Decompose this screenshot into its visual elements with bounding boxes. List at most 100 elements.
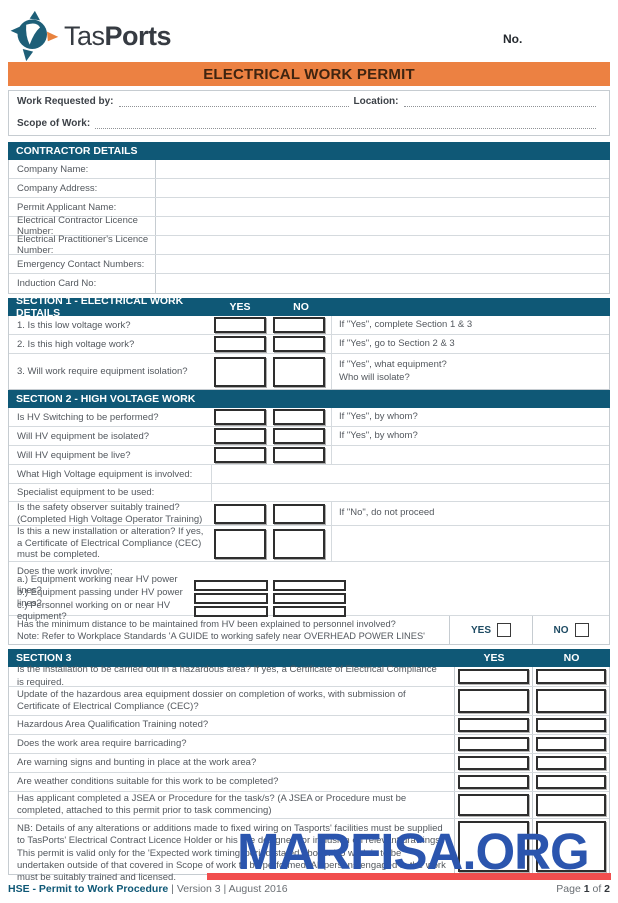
yes-checkbox[interactable] xyxy=(458,756,529,770)
question-row: Will HV equipment be isolated? If "Yes",… xyxy=(9,427,609,446)
no-checkbox[interactable] xyxy=(273,605,346,617)
no-checkbox[interactable] xyxy=(273,503,325,524)
sub-question-row: a.) Equipment working near HV power line… xyxy=(9,574,609,596)
scope-of-work-label: Scope of Work: xyxy=(17,118,91,129)
no-cell xyxy=(532,819,609,874)
company-name-field[interactable] xyxy=(156,160,609,178)
yes-checkbox[interactable] xyxy=(458,794,529,816)
question-row: Is the safety observer suitably trained?… xyxy=(9,502,609,526)
yes-checkbox[interactable] xyxy=(458,669,529,684)
no-checkbox[interactable] xyxy=(536,756,606,770)
company-address-field[interactable] xyxy=(156,179,609,197)
yes-checkbox[interactable] xyxy=(497,623,511,637)
contractor-details-table: Company Name: Company Address: Permit Ap… xyxy=(8,160,610,294)
of-word: of xyxy=(589,883,605,895)
practitioner-licence-number-field[interactable] xyxy=(156,236,609,254)
contractor-licence-number-field[interactable] xyxy=(156,217,609,235)
question-label: What High Voltage equipment is involved: xyxy=(17,468,193,480)
no-label: NO xyxy=(553,624,569,636)
yes-cell xyxy=(454,773,532,791)
no-checkbox[interactable] xyxy=(273,428,325,444)
question-note-line: Note: Refer to Workplace Standards 'A GU… xyxy=(17,631,425,641)
question-row: 1. Is this low voltage work? If "Yes", c… xyxy=(9,316,609,335)
field-label: Company Name: xyxy=(9,160,156,178)
no-checkbox[interactable] xyxy=(273,317,325,333)
question-row: Is this a new installation or alteration… xyxy=(9,526,609,562)
yes-checkbox[interactable] xyxy=(214,528,266,559)
question-label: 3. Will work require equipment isolation… xyxy=(17,366,188,377)
yes-checkbox[interactable] xyxy=(458,737,529,751)
no-checkbox[interactable] xyxy=(273,579,346,591)
permit-applicant-name-field[interactable] xyxy=(156,198,609,216)
yes-checkbox[interactable] xyxy=(194,579,268,591)
row-note: If "Yes", complete Section 1 & 3 xyxy=(331,316,609,334)
no-checkbox[interactable] xyxy=(536,794,606,816)
section-title: SECTION 3 xyxy=(16,652,72,664)
yes-checkbox[interactable] xyxy=(214,317,266,333)
no-checkbox[interactable] xyxy=(536,775,606,789)
question-label: Is HV Switching to be performed? xyxy=(17,411,159,423)
table-row: Permit Applicant Name: xyxy=(9,198,609,217)
yes-checkbox[interactable] xyxy=(214,336,266,352)
question-label: Update of the hazardous area equipment d… xyxy=(17,688,406,712)
question-row: 3. Will work require equipment isolation… xyxy=(9,354,609,389)
yes-checkbox[interactable] xyxy=(194,592,268,604)
question-row: 2. Is this high voltage work? If "Yes", … xyxy=(9,335,609,354)
answer-field[interactable] xyxy=(211,465,609,483)
no-checkbox[interactable] xyxy=(536,737,606,751)
yes-cell xyxy=(454,754,532,772)
note-text: If "Yes", by whom? xyxy=(339,429,418,441)
no-checkbox[interactable] xyxy=(273,528,325,559)
question-row: Is the installation to be carried out in… xyxy=(9,664,609,688)
question-row: Has applicant completed a JSEA or Proced… xyxy=(9,792,609,819)
row-note: If "Yes", go to Section 2 & 3 xyxy=(331,335,609,353)
answer-boxes xyxy=(211,408,331,426)
yes-cell xyxy=(454,716,532,734)
title-banner: ELECTRICAL WORK PERMIT xyxy=(8,62,610,86)
no-checkbox[interactable] xyxy=(273,592,346,604)
yes-checkbox[interactable] xyxy=(458,775,529,789)
location-label: Location: xyxy=(353,96,399,107)
no-checkbox[interactable] xyxy=(273,447,325,463)
emergency-contact-numbers-field[interactable] xyxy=(156,255,609,273)
no-checkbox[interactable] xyxy=(273,336,325,352)
no-column-header: NO xyxy=(293,301,309,313)
question-label: 2. Is this high voltage work? xyxy=(17,338,135,350)
work-requested-by-field[interactable] xyxy=(118,96,349,107)
no-checkbox[interactable] xyxy=(536,821,606,872)
yes-checkbox[interactable] xyxy=(458,689,529,713)
question-line: must be completed. xyxy=(17,549,100,561)
question-line: Is the safety observer suitably trained? xyxy=(17,501,180,513)
yes-checkbox[interactable] xyxy=(214,356,266,387)
question-label: Has applicant completed a JSEA or Proced… xyxy=(17,792,407,816)
scope-of-work-field[interactable] xyxy=(95,118,596,129)
yes-checkbox[interactable] xyxy=(214,428,266,444)
yes-checkbox[interactable] xyxy=(214,409,266,425)
answer-field[interactable] xyxy=(211,484,609,501)
no-checkbox[interactable] xyxy=(536,718,606,732)
question-label: Is this a new installation or alteration… xyxy=(9,526,211,561)
no-checkbox[interactable] xyxy=(536,669,606,684)
yes-checkbox[interactable] xyxy=(214,503,266,524)
no-checkbox[interactable] xyxy=(574,623,589,637)
no-cell: NO xyxy=(532,616,609,644)
yes-checkbox[interactable] xyxy=(214,447,266,463)
watermark-underline xyxy=(207,873,611,880)
location-field[interactable] xyxy=(403,96,596,107)
note-text: If "Yes", go to Section 2 & 3 xyxy=(339,337,455,349)
page-total: 2 xyxy=(604,883,610,895)
answer-boxes xyxy=(211,446,331,464)
yes-cell: YES xyxy=(449,616,532,644)
question-row: Hazardous Area Qualification Training no… xyxy=(9,716,609,735)
yes-checkbox[interactable] xyxy=(458,821,529,872)
no-checkbox[interactable] xyxy=(536,689,606,713)
induction-card-no-field[interactable] xyxy=(156,274,609,293)
section1-header: SECTION 1 - ELECTRICAL WORK DETAILS YES … xyxy=(8,295,610,319)
yes-checkbox[interactable] xyxy=(458,718,529,732)
answer-boxes xyxy=(211,502,331,525)
yes-checkbox[interactable] xyxy=(194,605,268,617)
no-checkbox[interactable] xyxy=(273,356,325,387)
no-checkbox[interactable] xyxy=(273,409,325,425)
question-label: a.) Equipment working near HV power line… xyxy=(17,574,178,596)
footer-left: HSE - Permit to Work Procedure | Version… xyxy=(8,883,288,895)
